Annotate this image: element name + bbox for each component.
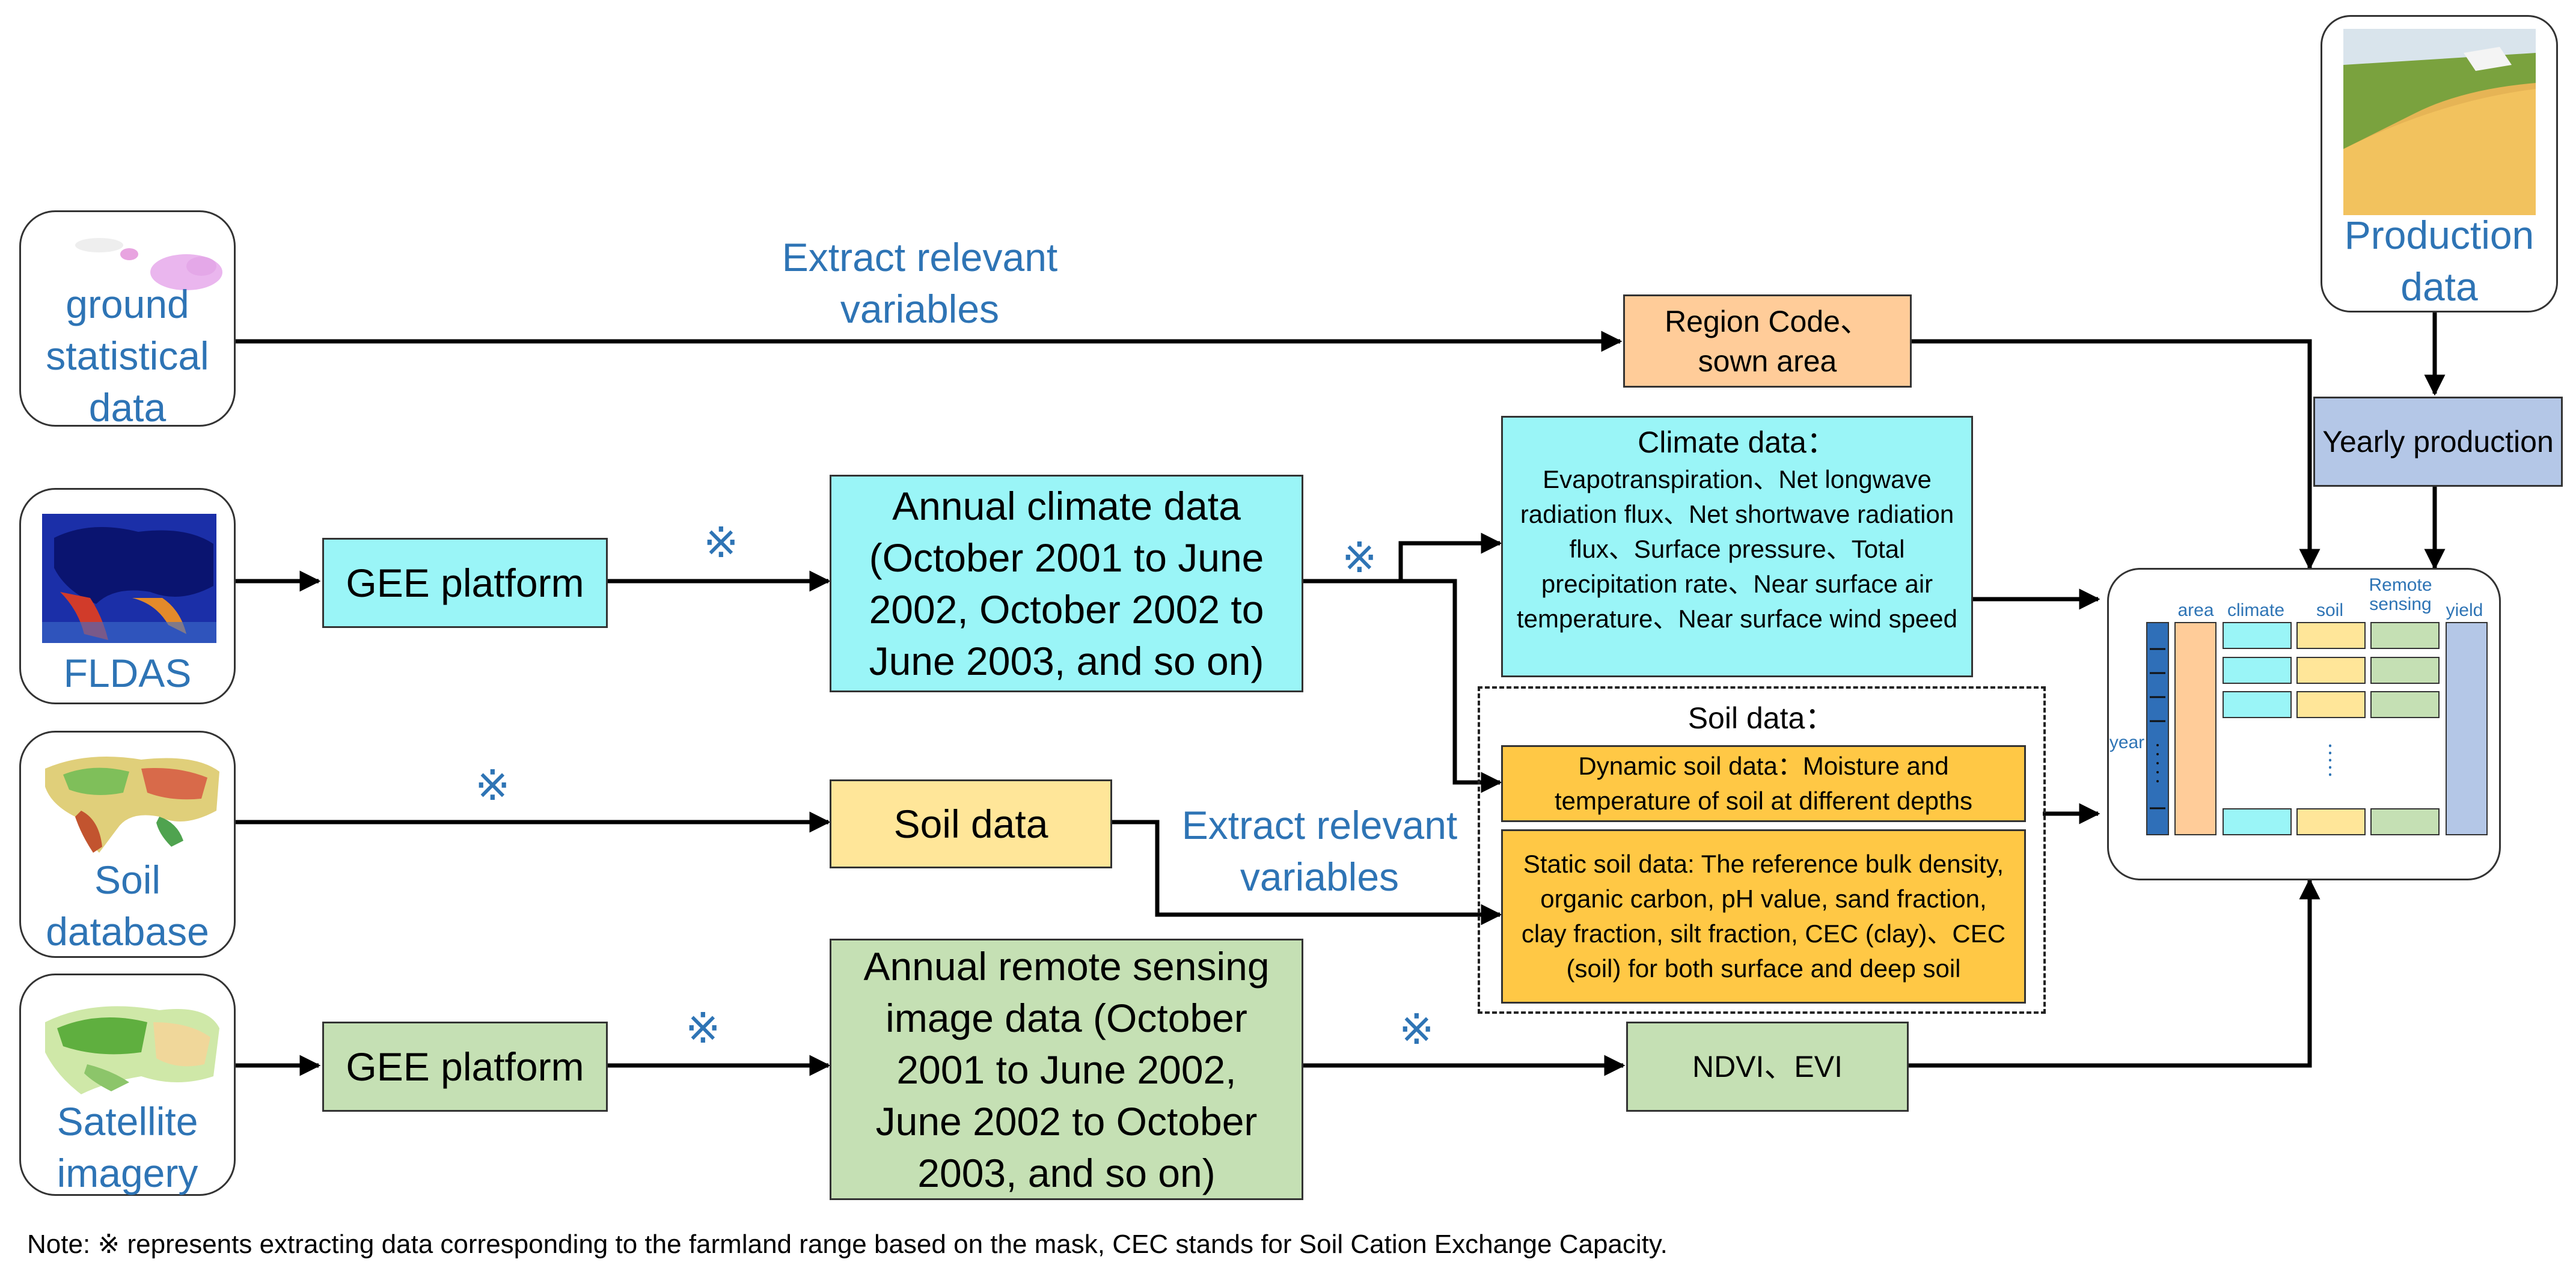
extract-relevant-variables-top: Extract relevant variables [782,235,1058,331]
dataset-yield-label: yield [2446,600,2483,620]
mask-mark-5: ※ [1399,1005,1434,1054]
soil-data-group [1478,686,2046,1014]
soil-map-icon [45,757,219,853]
dataset-year-column [2146,622,2169,835]
dataset-yield-column [2446,622,2488,835]
soil-cell [2296,691,2366,718]
arrow-annual-to-soil-dynamic [1401,579,1502,793]
soil-cell [2296,657,2366,684]
mask-mark-4: ※ [685,1004,721,1053]
dynamic-soil-data-box: Dynamic soil data：Moisture and temperatu… [1501,745,2026,822]
remote-sensing-cell [2370,691,2440,718]
rows-ellipsis [2329,742,2331,778]
gee-platform-rs-box: GEE platform [322,1022,608,1112]
soil-cell [2296,808,2366,835]
arrow-soildata-to-static [1111,820,1502,925]
dataset-soil-label: soil [2316,600,2343,620]
annual-remote-sensing-box: Annual remote sensing image data (Octobe… [830,939,1303,1200]
climate-data-title: Climate data： [1638,425,1837,459]
soil-cell [2296,622,2366,649]
fldas-label: FLDAS [63,651,192,695]
climate-data-variables: Evapotranspiration、Net longwave radiatio… [1516,465,1958,633]
ground-statistical-data-source: ground statistical data [19,210,236,430]
arrow-annual-to-climate [1302,532,1502,584]
extract-relevant-variables-mid: Extract relevant variables [1181,803,1458,899]
satellite-imagery-source: Satellite imagery [19,974,236,1196]
annual-climate-data-box: Annual climate data (October 2001 to Jun… [830,475,1303,692]
year-ticks [2150,648,2165,809]
soil-group-title: Soil data： [1687,701,1835,735]
soil-database-label: Soil database [46,858,209,954]
mask-mark-1: ※ [703,518,739,567]
ground-statistical-data-label: ground statistical data [46,282,209,430]
production-data-source: Production data [2321,15,2558,312]
climate-cell [2223,691,2292,718]
static-soil-data-box: Static soil data: The reference bulk den… [1501,829,2026,1004]
remote-sensing-cell [2370,622,2440,649]
ndvi-evi-box: NDVI、EVI [1626,1022,1909,1112]
dataset-climate-label: climate [2227,600,2285,620]
soil-database-source: Soil database [19,731,236,958]
fldas-source: FLDAS [19,488,236,704]
dataset-year-label: year [2109,733,2145,752]
yearly-production-box: Yearly production [2313,397,2563,487]
dataset-area-label: area [2177,600,2214,620]
region-map-icon [75,238,222,290]
satellite-imagery-label: Satellite imagery [57,1099,198,1195]
mask-mark-2: ※ [1342,533,1377,582]
grain-photo-icon [2343,29,2536,215]
fldas-map-icon [42,514,216,643]
remote-sensing-cell [2370,808,2440,835]
soil-data-box: Soil data [830,779,1112,868]
remote-sensing-cell [2370,657,2440,684]
footnote: Note: ※ represents extracting data corre… [27,1230,1668,1259]
dataset-remote-sensing-label: Remote sensing [2369,575,2432,614]
arrow-ndvi-to-dataset [1907,878,2321,1068]
dataset-area-column [2174,622,2217,835]
climate-cell [2223,622,2292,649]
satellite-map-icon [45,1006,219,1094]
arrow-region-to-dataset [1911,339,2321,570]
region-code-box: Region Code、sown area [1623,294,1912,388]
mask-mark-3: ※ [475,761,510,810]
climate-cell [2223,808,2292,835]
gee-platform-climate-box: GEE platform [322,538,608,628]
climate-data-box: Climate data： Evapotranspiration、Net lon… [1501,416,1973,677]
climate-cell [2223,657,2292,684]
production-data-label: Production data [2344,213,2535,309]
